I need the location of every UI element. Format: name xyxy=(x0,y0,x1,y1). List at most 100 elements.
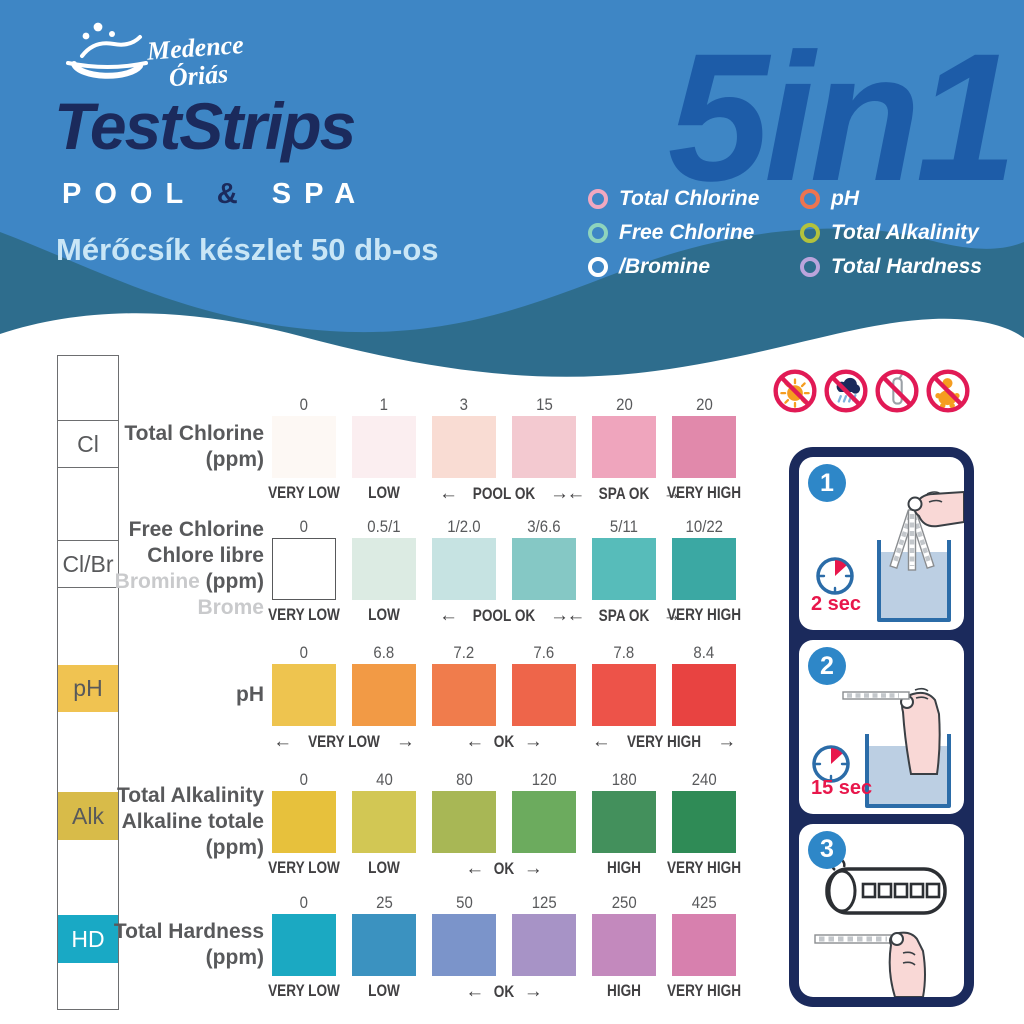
color-swatch xyxy=(432,791,496,853)
status-label: VERY HIGH xyxy=(666,483,742,502)
color-swatch xyxy=(512,791,576,853)
feature-bullet-ring-icon xyxy=(588,222,608,243)
feature-label: Total Chlorine xyxy=(619,186,760,210)
swatch-value: 10/22 xyxy=(685,517,723,536)
step-1-badge: 1 xyxy=(808,464,846,502)
color-swatch xyxy=(672,538,736,600)
status-label: VERY LOW xyxy=(268,981,340,1000)
feature-bullet-ring-icon xyxy=(588,188,608,209)
step-2-badge: 2 xyxy=(808,647,846,686)
header-waves xyxy=(0,0,1024,380)
subtitle-pool: POOL xyxy=(62,178,196,210)
status-label: VERY HIGH xyxy=(666,981,742,1000)
strip-pad-cl: Cl xyxy=(58,420,118,468)
color-swatch xyxy=(592,416,656,478)
right-arrow-icon: → xyxy=(662,483,682,504)
color-swatch xyxy=(672,416,736,478)
feature-item: Free Chlorine xyxy=(588,220,800,245)
logo-text-line2: Óriás xyxy=(168,59,229,92)
swatch-value: 0 xyxy=(299,517,309,536)
feature-item: Total Chlorine xyxy=(588,186,800,211)
no-open-tube-icon xyxy=(875,369,919,413)
swatch-value: 0 xyxy=(299,770,309,789)
five-in-one-badge: 5in1 xyxy=(667,15,1017,219)
color-swatch xyxy=(352,664,416,726)
subtitle-ampersand: & xyxy=(216,178,251,210)
swatch-value: 5/11 xyxy=(609,517,638,536)
left-arrow-icon: ← xyxy=(273,731,293,752)
color-swatch xyxy=(592,791,656,853)
color-swatch xyxy=(432,416,496,478)
color-swatch xyxy=(432,664,496,726)
feature-label: pH xyxy=(831,186,859,210)
color-swatch xyxy=(352,416,416,478)
step-3-compare-illustration xyxy=(814,857,947,997)
strip-pad-cl-br: Cl/Br xyxy=(58,540,118,588)
row-title: Free Chlorine Chlore libre Bromine (ppm) Br… xyxy=(114,518,264,619)
color-swatch xyxy=(512,664,576,726)
step-2-time: 15 sec xyxy=(811,776,873,799)
status-label: ← OK → xyxy=(465,858,543,879)
no-direct-sunlight-icon xyxy=(773,369,817,413)
right-arrow-icon: → xyxy=(523,731,543,752)
status-label: ← SPA OK → xyxy=(566,605,682,626)
row-title: Total Hardness (ppm) xyxy=(113,920,264,969)
chart-row: Total Chlorine (ppm) 0 1 3 15 20 20 VERY LOW LOW ←… xyxy=(0,395,780,510)
status-label: VERY HIGH xyxy=(666,858,742,877)
subtitle-spa: SPA xyxy=(271,178,369,210)
row-title: Total Alkalinity Alkaline totale (ppm) xyxy=(116,784,264,859)
swatch-value: 15 xyxy=(535,395,553,414)
feature-label: Total Hardness xyxy=(831,254,982,278)
right-arrow-icon: → xyxy=(662,605,682,626)
swatch-value: 120 xyxy=(531,770,557,789)
step-3-badge: 3 xyxy=(808,830,846,869)
row-title: Total Chlorine (ppm) xyxy=(124,422,264,471)
color-swatch xyxy=(432,914,496,976)
step-1-card: 1 2 sec xyxy=(799,457,964,631)
test-strip: Cl Cl/Br pH Alk HD xyxy=(57,355,119,1010)
step-1-time: 2 sec xyxy=(811,593,862,616)
left-arrow-icon: ← xyxy=(438,605,458,626)
color-swatch xyxy=(272,664,336,726)
color-swatch xyxy=(272,538,336,600)
step-1-dip-illustration xyxy=(816,491,964,623)
status-label: ← POOL OK → xyxy=(438,605,570,626)
chart-row: pH 0 6.8 7.2 7.6 7.8 8.4 ← VERY LOW → ← OK → ← VERY HI… xyxy=(0,643,780,758)
color-swatch xyxy=(672,664,736,726)
swatch-value: 250 xyxy=(611,893,637,912)
feature-item: Total Alkalinity xyxy=(800,220,982,245)
left-arrow-icon: ← xyxy=(465,731,485,752)
swatch-value: 25 xyxy=(375,893,393,912)
status-label: LOW xyxy=(368,483,400,502)
status-label: ← VERY HIGH → xyxy=(591,731,737,752)
swatch-value: 20 xyxy=(615,395,633,414)
chart-row: Total Hardness (ppm) 0 25 50 125 250 425 VERY LO… xyxy=(0,893,780,1008)
feature-bullet-ring-icon xyxy=(588,256,608,277)
swatch-value: 8.4 xyxy=(693,643,715,662)
swatch-value: 240 xyxy=(691,770,717,789)
left-arrow-icon: ← xyxy=(566,605,586,626)
no-rain-moisture-icon xyxy=(824,369,868,413)
color-swatch xyxy=(272,914,336,976)
swatch-value: 1/2.0 xyxy=(447,517,481,536)
product-title: TestStrips xyxy=(54,89,356,163)
strip-pad-alk: Alk xyxy=(58,792,118,840)
swatch-value: 50 xyxy=(455,893,473,912)
color-swatch xyxy=(352,791,416,853)
step-2-wait-illustration xyxy=(812,687,951,808)
color-swatch xyxy=(512,538,576,600)
instructions-panel: 1 2 sec 2 xyxy=(789,447,974,1007)
status-label: ← OK → xyxy=(465,981,543,1002)
color-swatch xyxy=(592,538,656,600)
color-swatch xyxy=(432,538,496,600)
swatch-value: 3/6.6 xyxy=(527,517,561,536)
swatch-value: 3 xyxy=(459,395,469,414)
warning-icons xyxy=(772,368,971,414)
status-label: VERY LOW xyxy=(268,483,340,502)
right-arrow-icon: → xyxy=(523,981,543,1002)
status-label: VERY LOW xyxy=(268,858,340,877)
feature-bullet-ring-icon xyxy=(800,256,820,277)
swatch-value: 7.6 xyxy=(533,643,555,662)
swatch-value: 7.2 xyxy=(453,643,475,662)
